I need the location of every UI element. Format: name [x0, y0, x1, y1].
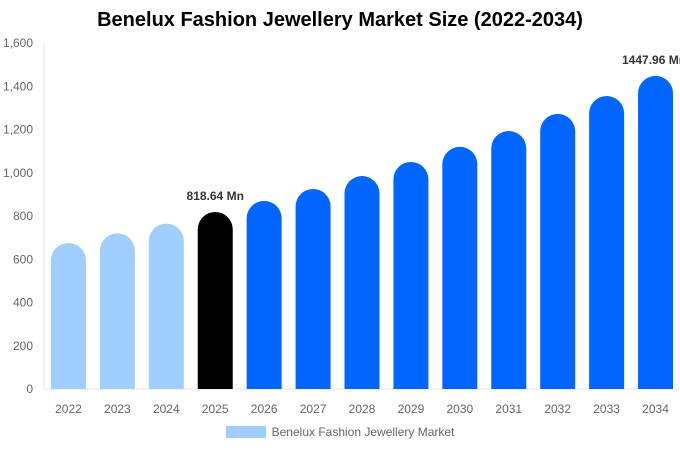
x-tick-label: 2022 — [55, 402, 82, 416]
bar-2033 — [589, 95, 625, 389]
x-tick-label: 2033 — [593, 402, 620, 416]
bar-2034 — [638, 75, 674, 389]
data-label: 1447.96 Mn — [622, 53, 680, 67]
bar-2032 — [540, 113, 576, 389]
x-tick-label: 2027 — [300, 402, 327, 416]
bar-2022 — [50, 243, 86, 389]
bar-2023 — [99, 233, 135, 389]
data-label: 818.64 Mn — [187, 189, 244, 203]
bar-2030 — [442, 146, 478, 389]
chart-title: Benelux Fashion Jewellery Market Size (2… — [97, 9, 583, 31]
bar-2024 — [148, 223, 184, 389]
x-tick-label: 2023 — [104, 402, 131, 416]
y-tick-label: 1,000 — [3, 166, 33, 180]
bar-2027 — [295, 188, 331, 389]
y-tick-label: 200 — [13, 339, 33, 353]
x-tick-label: 2029 — [398, 402, 425, 416]
y-tick-label: 400 — [13, 296, 33, 310]
bar-2029 — [393, 161, 429, 389]
x-tick-label: 2028 — [349, 402, 376, 416]
bar-2028 — [344, 175, 380, 389]
y-tick-label: 0 — [26, 382, 33, 396]
legend-label: Benelux Fashion Jewellery Market — [271, 425, 455, 439]
legend: Benelux Fashion Jewellery Market — [0, 425, 680, 439]
x-tick-label: 2026 — [251, 402, 278, 416]
x-tick-label: 2031 — [495, 402, 522, 416]
legend-swatch — [225, 426, 266, 438]
x-tick-label: 2034 — [642, 402, 669, 416]
x-tick-label: 2024 — [153, 402, 180, 416]
y-tick-label: 1,400 — [3, 79, 33, 93]
y-tick-label: 600 — [13, 252, 33, 266]
y-tick-label: 800 — [13, 209, 33, 223]
bar-2025 — [197, 211, 233, 389]
x-tick-label: 2025 — [202, 402, 229, 416]
x-tick-label: 2030 — [446, 402, 473, 416]
bar-2026 — [246, 200, 282, 389]
x-tick-label: 2032 — [544, 402, 571, 416]
y-tick-label: 1,200 — [3, 123, 33, 137]
y-tick-label: 1,600 — [3, 36, 33, 50]
bar-2031 — [491, 131, 527, 390]
